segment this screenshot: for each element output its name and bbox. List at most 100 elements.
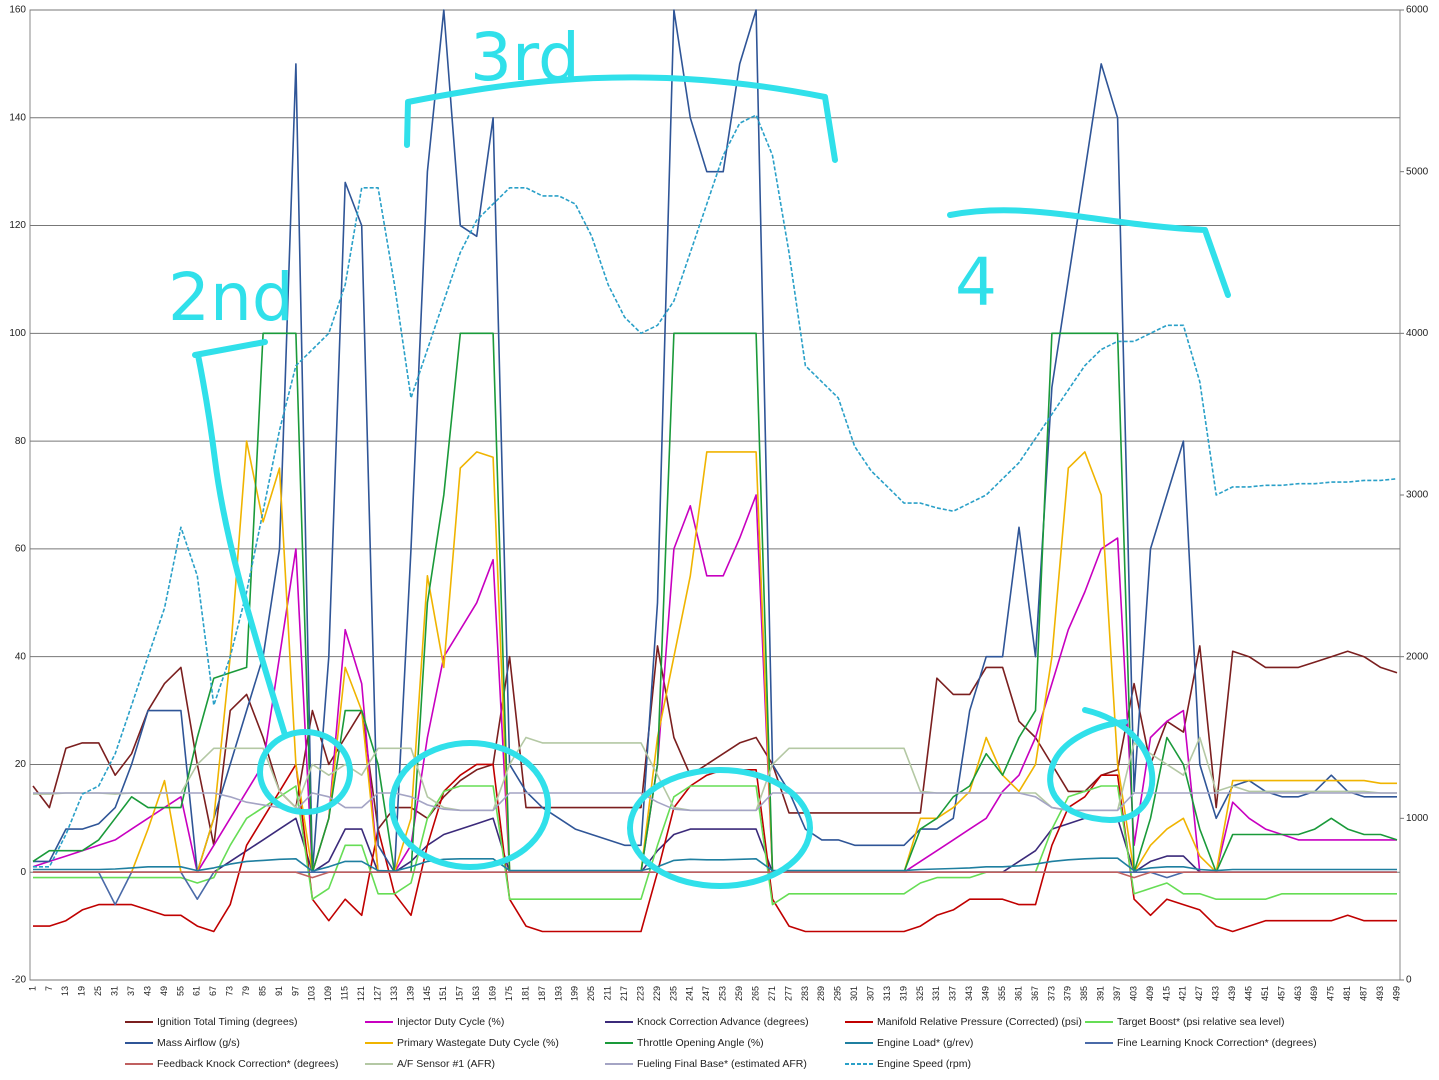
x-tick-label: 157 (455, 986, 465, 1001)
x-tick-label: 223 (635, 986, 645, 1001)
x-tick-label: 469 (1309, 986, 1319, 1001)
series-line (33, 763, 1397, 933)
x-tick-label: 451 (1260, 986, 1270, 1001)
series-line (32, 645, 1398, 847)
x-tick-label: 427 (1194, 986, 1204, 1001)
x-tick-label: 439 (1227, 986, 1237, 1001)
x-tick-label: 283 (800, 986, 810, 1001)
series-line (33, 871, 1397, 879)
doodle (192, 339, 268, 358)
x-tick-label: 67 (208, 986, 218, 996)
x-tick-label: 121 (356, 986, 366, 1001)
x-tick-label: 187 (537, 986, 547, 1001)
x-tick-label: 175 (504, 986, 514, 1001)
legend-label: Primary Wastegate Duty Cycle (%) (397, 1037, 559, 1049)
x-tick-label: 1 (27, 986, 37, 991)
x-tick-label: 217 (619, 986, 629, 1001)
legend-label: Injector Duty Cycle (%) (397, 1016, 504, 1028)
x-tick-label: 109 (323, 986, 333, 1001)
x-tick-label: 127 (372, 986, 382, 1001)
x-tick-label: 445 (1243, 986, 1253, 1001)
x-tick-label: 481 (1342, 986, 1352, 1001)
legend-label: Fine Learning Knock Correction* (degrees… (1117, 1037, 1317, 1049)
doodle (404, 74, 838, 163)
y2-tick-label: 3000 (1406, 490, 1429, 501)
y-tick-label: 120 (9, 220, 26, 231)
doodle (389, 740, 551, 870)
doodle (947, 207, 1231, 298)
x-tick-label: 271 (767, 986, 777, 1001)
x-tick-label: 151 (438, 986, 448, 1001)
x-tick-label: 13 (60, 986, 70, 996)
x-tick-label: 19 (77, 986, 87, 996)
x-tick-label: 181 (520, 986, 530, 1001)
x-tick-label: 355 (997, 986, 1007, 1001)
x-tick-label: 253 (718, 986, 728, 1001)
x-tick-label: 367 (1030, 986, 1040, 1001)
legend-label: Target Boost* (psi relative sea level) (1117, 1016, 1285, 1028)
x-tick-label: 61 (192, 986, 202, 996)
x-tick-label: 349 (981, 986, 991, 1001)
x-tick-label: 493 (1375, 986, 1385, 1001)
y-tick-label: 40 (15, 651, 27, 662)
x-tick-label: 475 (1326, 986, 1336, 1001)
plot-frame (29, 9, 1401, 981)
x-tick-label: 277 (783, 986, 793, 1001)
y2-tick-label: 5000 (1406, 166, 1429, 177)
x-tick-label: 361 (1013, 986, 1023, 1001)
y-tick-label: 160 (9, 5, 26, 16)
y2-tick-label: 1000 (1406, 813, 1429, 824)
x-tick-label: 235 (668, 986, 678, 1001)
y-tick-label: 60 (15, 544, 27, 555)
x-tick-label: 457 (1276, 986, 1286, 1001)
x-tick-label: 7 (44, 986, 54, 991)
y-tick-label: 80 (15, 436, 27, 447)
x-tick-label: 331 (931, 986, 941, 1001)
doodle (627, 767, 813, 889)
x-tick-label: 229 (652, 986, 662, 1001)
legend-label: Throttle Opening Angle (%) (637, 1037, 764, 1049)
series-line (33, 785, 1397, 906)
x-tick-label: 103 (307, 986, 317, 1001)
legend-label: A/F Sensor #1 (AFR) (397, 1058, 495, 1070)
series-line (33, 9, 1397, 874)
grid (30, 9, 1400, 981)
y-tick-label: 100 (9, 328, 26, 339)
doodle (257, 729, 353, 815)
x-tick-label: 79 (241, 986, 251, 996)
annotation: 3rd (470, 19, 580, 96)
x-tick-label: 145 (422, 986, 432, 1001)
doodle (1047, 707, 1156, 823)
x-tick-label: 391 (1096, 986, 1106, 1001)
y2-tick-label: 0 (1406, 975, 1412, 986)
series-line (33, 857, 1397, 872)
legend-label: Ignition Total Timing (degrees) (157, 1016, 297, 1028)
axes: -20 0 20 40 60 80 100 120 140 160 0 1000 2000 3000 400… (9, 5, 1428, 1001)
x-tick-label: 463 (1293, 986, 1303, 1001)
x-tick-label: 163 (471, 986, 481, 1001)
x-tick-label: 169 (488, 986, 498, 1001)
x-tick-label: 295 (833, 986, 843, 1001)
legend-label: Engine Speed (rpm) (877, 1058, 971, 1070)
x-tick-label: 343 (964, 986, 974, 1001)
series-line (33, 440, 1397, 874)
x-tick-label: 319 (898, 986, 908, 1001)
x-tick-label: 205 (586, 986, 596, 1001)
x-tick-label: 193 (553, 986, 563, 1001)
y2-tick-label: 4000 (1406, 328, 1429, 339)
legend-label: Fueling Final Base* (estimated AFR) (637, 1058, 807, 1070)
x-tick-label: 25 (93, 986, 103, 996)
x-tick-label: 307 (865, 986, 875, 1001)
y-tick-label: 20 (15, 759, 27, 770)
y-tick-label: 0 (20, 867, 26, 878)
x-tick-label: 31 (110, 986, 120, 996)
x-tick-label: 403 (1128, 986, 1138, 1001)
doodles (192, 74, 1231, 889)
x-tick-label: 289 (816, 986, 826, 1001)
x-tick-label: 373 (1046, 986, 1056, 1001)
x-tick-label: 499 (1391, 986, 1401, 1001)
x-tick-label: 247 (701, 986, 711, 1001)
series-line (32, 332, 1398, 874)
